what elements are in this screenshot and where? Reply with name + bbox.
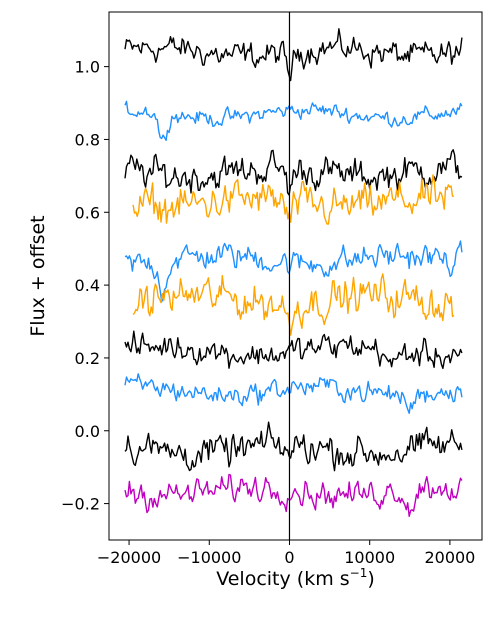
spectrum-line-4 <box>132 174 454 225</box>
x-axis: −20000 −10000 0 10000 20000 <box>97 540 475 567</box>
y-axis: −0.2 0.0 0.2 0.4 0.6 0.8 1.0 <box>61 58 109 514</box>
series-layer <box>124 28 463 517</box>
x-tick-label: 10000 <box>344 548 395 567</box>
spectrum-line-9 <box>124 421 463 472</box>
y-tick-label: 0.4 <box>75 276 100 295</box>
x-tick-label: 20000 <box>424 548 475 567</box>
y-axis-label: Flux + offset <box>27 215 49 336</box>
y-tick-label: 0.0 <box>75 422 100 441</box>
y-tick-label: 0.2 <box>75 349 100 368</box>
spectrum-line-2 <box>124 100 463 142</box>
spectrum-line-6 <box>132 273 455 336</box>
x-tick-label: −10000 <box>177 548 241 567</box>
y-tick-label: 0.6 <box>75 203 100 222</box>
x-tick-label: 0 <box>284 548 294 567</box>
spectrum-line-3 <box>124 149 463 196</box>
y-tick-label: −0.2 <box>61 495 100 514</box>
x-axis-label: Velocity (km s−1) <box>216 566 375 590</box>
x-tick-label: −20000 <box>97 548 161 567</box>
plot-frame <box>108 11 483 541</box>
spectrum-line-10 <box>124 473 463 517</box>
spectrum-line-8 <box>124 373 463 414</box>
spectrum-line-7 <box>124 330 463 370</box>
y-tick-label: 0.8 <box>75 130 100 149</box>
spectrum-line-5 <box>124 240 463 303</box>
spectrum-line-1 <box>124 28 463 82</box>
y-tick-label: 1.0 <box>75 58 100 77</box>
